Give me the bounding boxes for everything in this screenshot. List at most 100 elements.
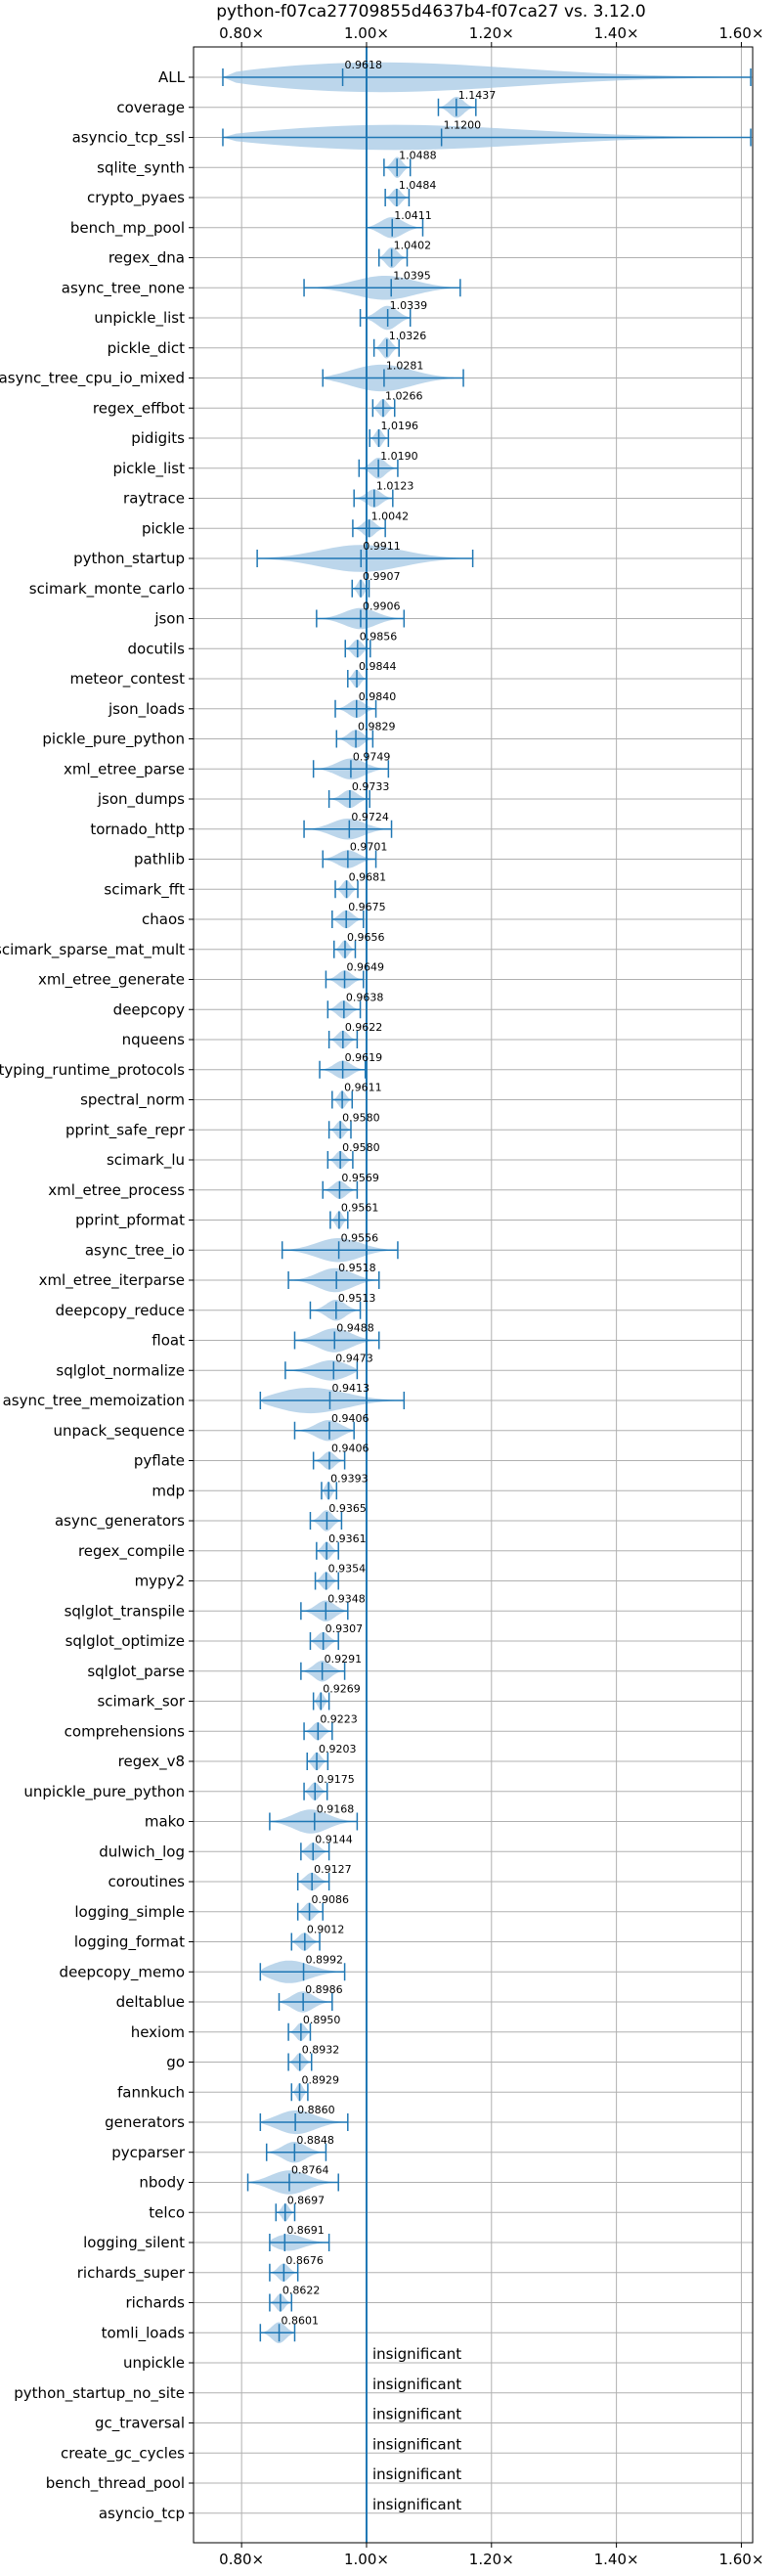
benchmark-name-label: scimark_monte_carlo xyxy=(29,580,185,599)
benchmark-name-label: xml_etree_iterparse xyxy=(39,1271,185,1290)
benchmark-name-label: asyncio_tcp xyxy=(99,2505,185,2523)
benchmark-name-label: mako xyxy=(145,1813,185,1831)
benchmark-name-label: pprint_pformat xyxy=(75,1212,185,1230)
benchmark-name-label: logging_silent xyxy=(83,2234,185,2252)
insignificant-label: insignificant xyxy=(372,2435,461,2453)
benchmark-value-label: 0.9829 xyxy=(358,721,396,733)
benchmark-value-label: 0.9361 xyxy=(328,1532,367,1545)
benchmark-name-label: xml_etree_process xyxy=(48,1181,185,1200)
benchmark-value-label: 1.0123 xyxy=(376,480,414,493)
chart-title: python-f07ca27709855d4637b4-f07ca27 vs. … xyxy=(216,2,646,22)
benchmark-name-label: sqlglot_parse xyxy=(87,1663,185,1681)
benchmark-value-label: 0.9561 xyxy=(341,1202,379,1215)
benchmark-name-label: typing_runtime_protocols xyxy=(0,1061,185,1080)
benchmark-name-label: nbody xyxy=(139,2174,185,2192)
benchmark-name-label: sqlglot_transpile xyxy=(65,1602,185,1621)
benchmark-value-label: 0.8950 xyxy=(303,2014,341,2026)
benchmark-value-label: 0.9656 xyxy=(347,931,385,944)
benchmark-value-label: 0.9840 xyxy=(359,690,397,703)
label-layer: 0.80× 0.80× 1.00× 1.00× 1.20× 1.20× 1.40× 1.40×… xyxy=(0,24,763,2568)
benchmark-value-label: 0.9406 xyxy=(331,1412,369,1425)
benchmark-value-label: 0.9354 xyxy=(328,1563,367,1576)
benchmark-value-label: 0.9144 xyxy=(315,1833,353,1845)
benchmark-name-label: hexiom xyxy=(131,2023,185,2041)
benchmark-value-label: 0.9473 xyxy=(335,1352,373,1364)
insignificant-label: insignificant xyxy=(372,2496,461,2513)
axis-layer xyxy=(189,42,754,2548)
x-tick-label-bottom: 1.00× xyxy=(344,2551,389,2568)
benchmark-value-label: 0.9168 xyxy=(317,1803,355,1816)
benchmark-value-label: 0.8697 xyxy=(287,2194,326,2206)
benchmark-value-label: 0.8691 xyxy=(286,2224,325,2237)
x-tick-label-bottom: 1.20× xyxy=(469,2551,514,2568)
benchmark-name-label: regex_effbot xyxy=(93,399,185,418)
benchmark-value-label: 0.9856 xyxy=(360,630,398,643)
benchmark-name-label: deepcopy xyxy=(113,1000,185,1018)
benchmark-value-label: 0.9518 xyxy=(338,1262,376,1274)
benchmark-value-label: 1.0488 xyxy=(399,149,437,161)
benchmark-name-label: tornado_http xyxy=(90,821,185,839)
benchmark-value-label: 0.9638 xyxy=(346,991,384,1003)
benchmark-name-label: pickle_pure_python xyxy=(42,731,185,749)
benchmark-name-label: xml_etree_generate xyxy=(38,971,185,990)
benchmark-name-label: meteor_contest xyxy=(69,670,185,688)
benchmark-value-label: 0.8764 xyxy=(291,2164,329,2177)
benchmark-name-label: regex_dna xyxy=(109,249,185,268)
benchmark-name-label: scimark_sor xyxy=(97,1693,185,1711)
benchmark-value-label: 0.8622 xyxy=(282,2285,321,2297)
benchmark-value-label: 0.9907 xyxy=(363,570,401,583)
insignificant-label: insignificant xyxy=(372,2465,461,2483)
benchmark-name-label: logging_simple xyxy=(74,1903,185,1922)
benchmark-value-label: 0.9733 xyxy=(352,780,390,793)
benchmark-value-label: 0.9580 xyxy=(342,1111,380,1124)
plot-frame xyxy=(193,46,754,2544)
benchmark-name-label: mypy2 xyxy=(135,1573,185,1590)
benchmark-value-label: 0.8932 xyxy=(302,2044,340,2057)
benchmark-name-label: mdp xyxy=(152,1482,185,1499)
benchmark-name-label: nqueens xyxy=(122,1031,185,1048)
benchmark-value-label: 0.9622 xyxy=(345,1021,383,1034)
benchmark-name-label: create_gc_cycles xyxy=(61,2444,185,2463)
benchmark-value-label: 0.9724 xyxy=(351,811,389,823)
violin-layer xyxy=(222,62,752,2343)
benchmark-name-label: async_tree_memoization xyxy=(3,1392,185,1410)
benchmark-name-label: scimark_lu xyxy=(107,1151,185,1170)
benchmark-name-label: pickle_dict xyxy=(108,339,185,358)
benchmark-value-label: 0.9413 xyxy=(331,1382,369,1395)
benchmark-name-label: sqlglot_optimize xyxy=(65,1632,185,1651)
benchmark-value-label: 0.9127 xyxy=(314,1863,352,1876)
benchmark-name-label: async_tree_io xyxy=(85,1241,185,1260)
benchmark-name-label: scimark_fft xyxy=(104,880,185,899)
benchmark-name-label: comprehensions xyxy=(65,1722,186,1740)
x-tick-label-bottom: 0.80× xyxy=(219,2551,264,2568)
benchmark-name-label: xml_etree_parse xyxy=(64,760,185,778)
benchmark-value-label: 0.9649 xyxy=(347,961,385,974)
benchmark-name-label: generators xyxy=(105,2113,185,2131)
benchmark-value-label: 0.9675 xyxy=(348,901,386,913)
benchmark-name-label: regex_v8 xyxy=(118,1753,185,1771)
benchmark-name-label: spectral_norm xyxy=(80,1091,185,1110)
benchmark-name-label: sqlglot_normalize xyxy=(56,1361,185,1380)
insignificant-label: insignificant xyxy=(372,2345,461,2363)
benchmark-value-label: 0.8929 xyxy=(302,2073,340,2086)
benchmark-name-label: go xyxy=(166,2054,185,2071)
benchmark-name-label: dulwich_log xyxy=(99,1843,185,1861)
benchmark-value-label: 1.0196 xyxy=(380,420,418,432)
benchmark-value-label: 0.9556 xyxy=(341,1231,379,1244)
benchmark-name-label: unpickle_pure_python xyxy=(23,1783,185,1801)
benchmark-value-label: 0.8601 xyxy=(282,2314,320,2327)
benchmark-name-label: raytrace xyxy=(123,490,185,508)
benchmark-value-label: 0.9291 xyxy=(325,1653,363,1666)
grid-layer xyxy=(194,47,753,2543)
benchmark-value-label: 0.9701 xyxy=(350,841,388,854)
benchmark-name-label: deepcopy_memo xyxy=(60,1963,185,1981)
x-tick-label-top: 1.00× xyxy=(344,24,389,42)
benchmark-value-label: 0.9365 xyxy=(328,1502,367,1515)
benchmark-name-label: async_generators xyxy=(55,1512,185,1531)
benchmark-name-label: pprint_safe_repr xyxy=(65,1121,186,1139)
benchmark-name-label: coverage xyxy=(116,99,185,116)
insignificant-label: insignificant xyxy=(372,2376,461,2393)
benchmark-value-label: 0.9618 xyxy=(345,59,383,71)
